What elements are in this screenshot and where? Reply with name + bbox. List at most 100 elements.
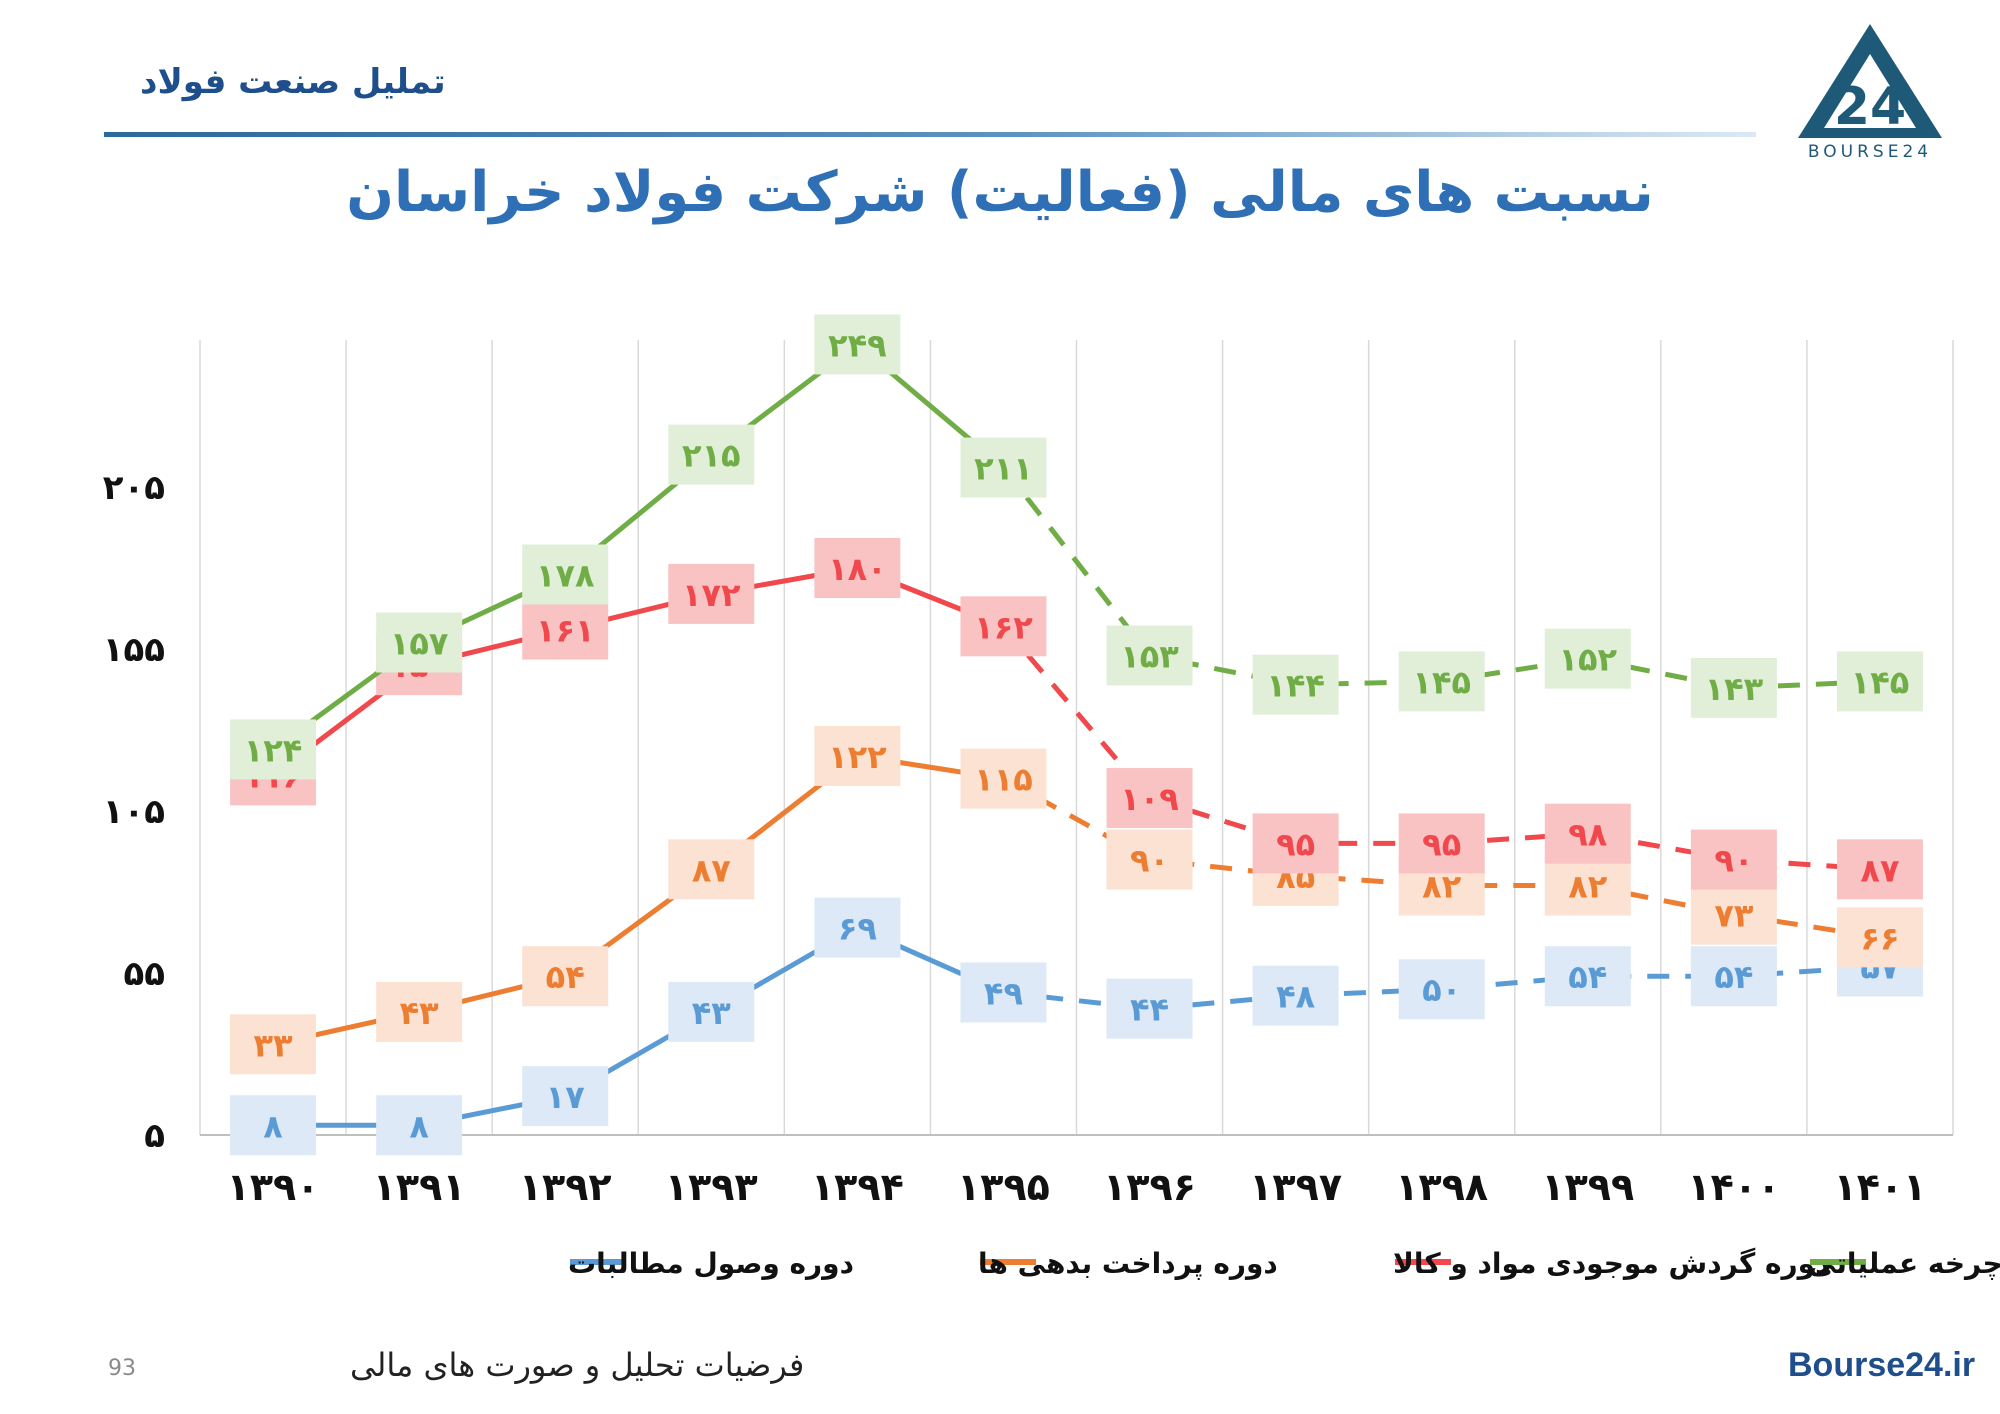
data-label-box <box>1836 839 1923 900</box>
data-label: ۸۷ <box>692 851 732 889</box>
data-label: ۸۲ <box>1568 868 1608 906</box>
data-label-box <box>1252 654 1339 715</box>
data-label-box <box>1252 813 1339 874</box>
data-label-box <box>376 981 463 1042</box>
data-label: ۵۴ <box>1714 958 1753 996</box>
data-label: ۹۸ <box>1568 816 1608 854</box>
data-label-box <box>960 962 1047 1023</box>
data-label-box <box>1544 855 1631 916</box>
data-label: ۸ <box>263 1107 283 1145</box>
brand-title: تملیل صنعت فولاد <box>140 62 446 102</box>
footer-caption: فرضیات تحلیل و صورت های مالی <box>350 1346 805 1384</box>
x-tick-label: ۱۳۹۰ <box>227 1165 320 1209</box>
data-label-box <box>1690 884 1777 945</box>
data-label: ۵۴ <box>546 958 585 996</box>
data-label-box <box>668 981 755 1042</box>
header-divider <box>104 132 1756 137</box>
footer-site-link[interactable]: Bourse24.ir <box>1788 1346 1976 1384</box>
data-label: ۱۲۲ <box>828 738 887 776</box>
data-label-box <box>960 437 1047 498</box>
legend-label: چرخه عملیاتی <box>1808 1247 2000 1280</box>
legend-label: دوره گردش موجودی مواد و کالا <box>1393 1247 1829 1280</box>
data-label: ۹۰ <box>1714 842 1753 880</box>
data-label: ۱۸۰ <box>828 550 887 588</box>
data-label: ۲۱۱ <box>974 450 1033 488</box>
x-tick-label: ۱۳۹۱ <box>373 1165 466 1209</box>
data-label: ۲۴۹ <box>828 326 887 364</box>
y-tick-label: ۵۵ <box>123 954 165 994</box>
x-tick-label: ۱۳۹۳ <box>665 1165 758 1209</box>
data-label-box <box>1690 946 1777 1007</box>
data-label-box <box>1398 651 1485 712</box>
logo-text: BOURSE24 <box>1807 142 1933 162</box>
data-label: ۶۹ <box>838 910 877 948</box>
data-label-box <box>960 596 1047 657</box>
data-label: ۹۰ <box>1130 842 1169 880</box>
data-label-box <box>814 314 901 375</box>
data-label-box <box>1106 978 1193 1039</box>
x-tick-label: ۱۳۹۲ <box>519 1165 612 1209</box>
data-label-box <box>1106 829 1193 890</box>
data-label-box <box>522 946 609 1007</box>
data-label: ۱۶۲ <box>974 608 1033 646</box>
data-label-box <box>376 612 463 673</box>
data-label: ۶۶ <box>1860 919 1899 957</box>
data-label-box <box>1544 628 1631 689</box>
data-label-box <box>522 1066 609 1127</box>
data-label-box <box>814 897 901 958</box>
data-label-box <box>376 1095 463 1156</box>
x-tick-label: ۱۳۹۵ <box>957 1165 1050 1209</box>
data-label-box <box>1398 813 1485 874</box>
data-label-box <box>1106 625 1193 686</box>
data-label: ۵۴ <box>1568 958 1607 996</box>
data-label: ۱۷ <box>546 1078 586 1116</box>
bourse24-logo-icon: 24 <box>1798 24 1942 138</box>
data-label: ۱۴۵ <box>1412 663 1471 701</box>
data-label-box <box>522 599 609 660</box>
data-label-box <box>960 748 1047 809</box>
x-tick-label: ۱۳۹۴ <box>811 1165 904 1209</box>
data-label: ۱۵۲ <box>1558 641 1617 679</box>
data-label-box <box>1690 657 1777 718</box>
data-label-box <box>1544 803 1631 864</box>
data-label: ۱۶۱ <box>536 612 595 650</box>
page-title: نسبت های مالی (فعالیت) شرکت فولاد خراسان <box>346 160 1654 225</box>
data-label: ۴۴ <box>1130 991 1169 1029</box>
data-label: ۴۳ <box>400 994 440 1032</box>
y-tick-label: ۱۰۵ <box>103 792 165 832</box>
y-tick-label: ۲۰۵ <box>103 468 165 508</box>
y-tick-label: ۱۵۵ <box>103 630 165 670</box>
data-label: ۱۴۴ <box>1266 667 1325 705</box>
data-label-box <box>668 424 755 485</box>
data-label-box <box>814 538 901 598</box>
data-label: ۹۵ <box>1276 825 1315 863</box>
data-label-box <box>230 1095 317 1156</box>
data-label-box <box>668 563 755 624</box>
data-label-box <box>230 719 317 780</box>
data-label: ۱۴۵ <box>1851 663 1910 701</box>
data-label: ۴۳ <box>692 994 732 1032</box>
x-tick-label: ۱۳۹۶ <box>1103 1165 1196 1209</box>
data-label-box <box>668 839 755 900</box>
data-label-box <box>1398 959 1485 1020</box>
data-label: ۲۱۵ <box>682 437 741 475</box>
data-label: ۸۷ <box>1860 851 1900 889</box>
data-label: ۷۳ <box>1714 897 1754 935</box>
data-label: ۱۱۵ <box>974 761 1033 799</box>
data-label: ۳۳ <box>254 1026 294 1064</box>
data-label-box <box>1252 965 1339 1026</box>
x-tick-label: ۱۳۹۷ <box>1249 1165 1342 1209</box>
data-label-box <box>1690 829 1777 890</box>
data-label-box <box>522 544 609 605</box>
x-tick-label: ۱۳۹۸ <box>1395 1165 1488 1209</box>
page-number: 93 <box>108 1356 136 1381</box>
data-label: ۱۷۸ <box>536 556 595 594</box>
data-label-box <box>814 725 901 786</box>
x-tick-label: ۱۴۰۱ <box>1834 1165 1927 1209</box>
x-tick-label: ۱۴۰۰ <box>1687 1165 1780 1209</box>
data-label-box <box>1836 651 1923 712</box>
x-tick-label: ۱۳۹۹ <box>1541 1165 1634 1209</box>
y-tick-label: ۵ <box>144 1116 165 1156</box>
data-label: ۱۰۹ <box>1120 780 1179 818</box>
data-label: ۴۸ <box>1276 978 1316 1016</box>
